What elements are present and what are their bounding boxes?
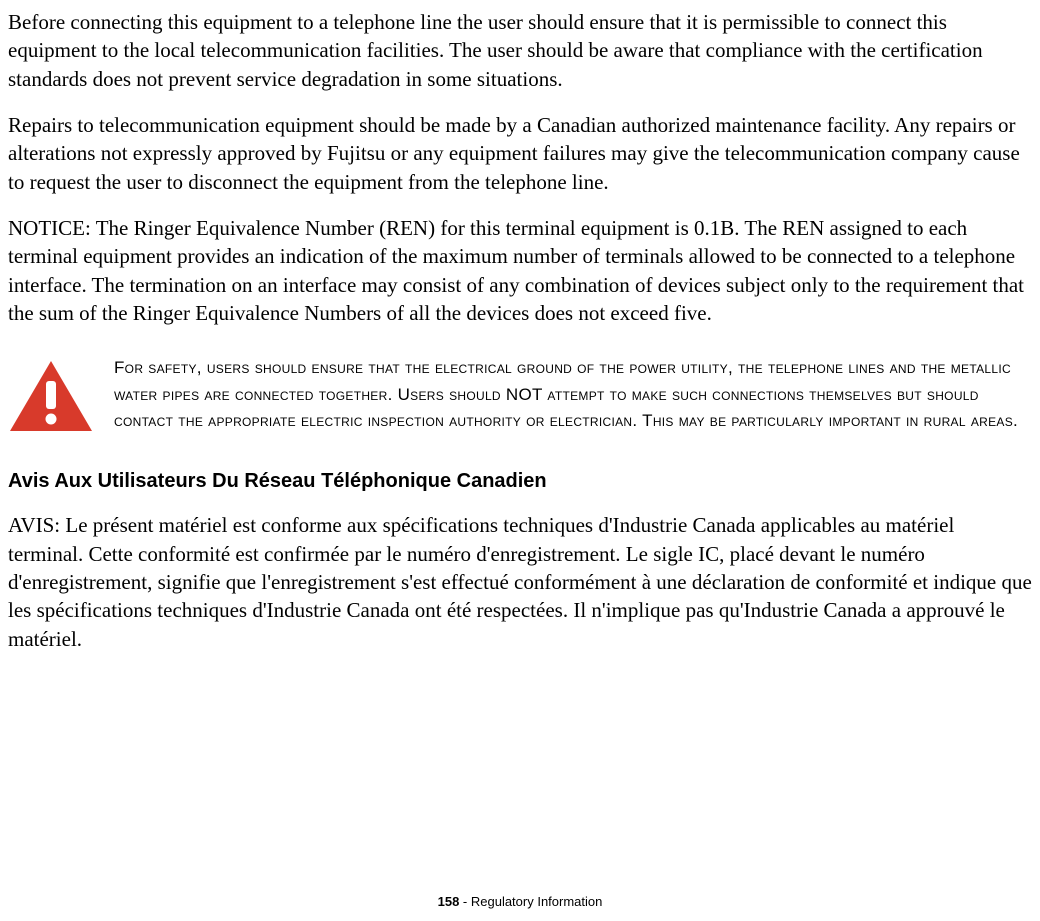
- warning-box: For safety, users should ensure that the…: [8, 355, 1032, 438]
- paragraph-2: Repairs to telecommunication equipment s…: [8, 111, 1032, 196]
- paragraph-3: NOTICE: The Ringer Equivalence Number (R…: [8, 214, 1032, 327]
- warning-triangle-icon: [8, 359, 94, 438]
- page-footer: 158 - Regulatory Information: [0, 894, 1040, 909]
- paragraph-1: Before connecting this equipment to a te…: [8, 8, 1032, 93]
- footer-section: - Regulatory Information: [459, 894, 602, 909]
- paragraph-4: AVIS: Le présent matériel est conforme a…: [8, 511, 1032, 653]
- footer-page-number: 158: [438, 894, 460, 909]
- warning-text: For safety, users should ensure that the…: [114, 355, 1032, 434]
- subheading-avis: Avis Aux Utilisateurs Du Réseau Téléphon…: [8, 470, 1032, 493]
